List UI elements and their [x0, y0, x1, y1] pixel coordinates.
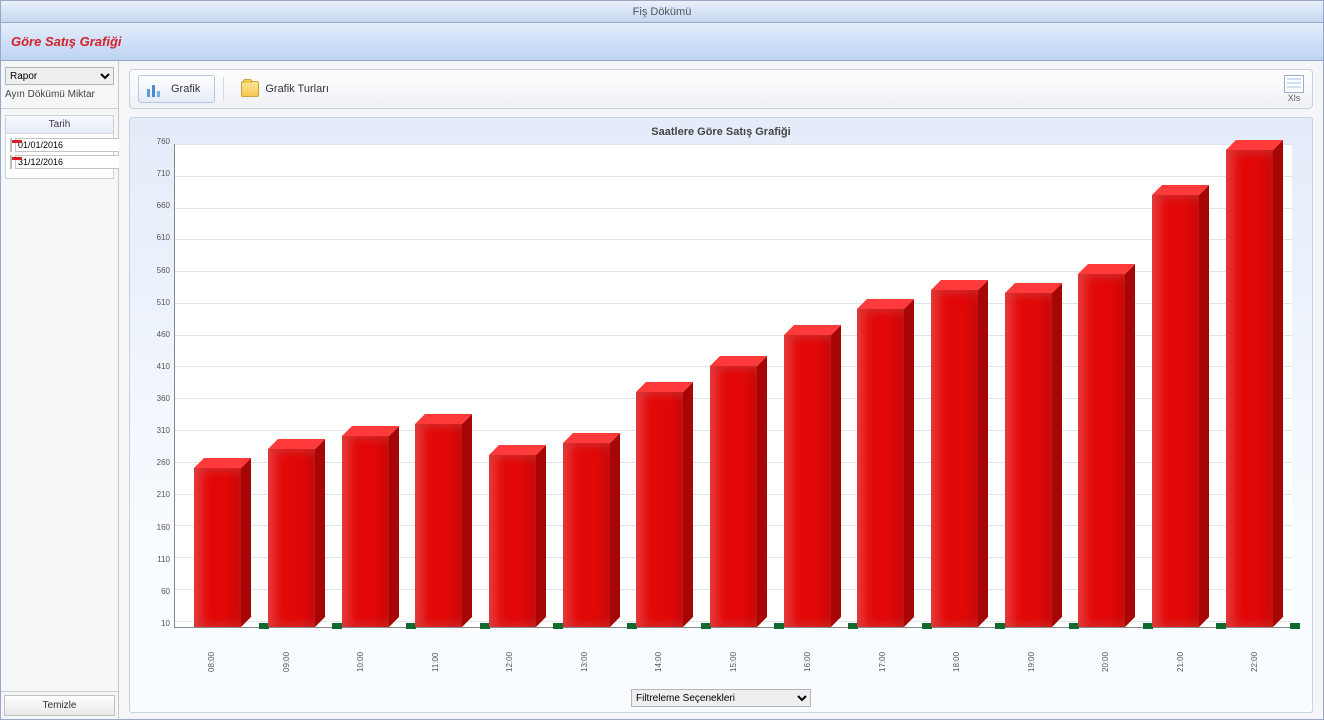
calendar-icon[interactable]: [10, 155, 12, 169]
dates-panel-body: den e: [6, 134, 113, 178]
body: Rapor Ayın Dökümü Miktar Tarih den e: [1, 61, 1323, 719]
page-header: Göre Satış Grafiği: [1, 23, 1323, 61]
bar-slot: [549, 144, 623, 627]
x-tick-label: 17:00: [845, 640, 920, 684]
bar[interactable]: [931, 290, 978, 627]
sidebar-subtitle: Ayın Dökümü Miktar: [5, 89, 114, 100]
bar[interactable]: [857, 309, 904, 627]
x-tick-label: 09:00: [249, 640, 324, 684]
bar[interactable]: [194, 468, 241, 627]
bars-container: [175, 144, 1292, 627]
bar-slot: [181, 144, 255, 627]
bar-slot: [1065, 144, 1139, 627]
plot-wrap: 7607106606105605104604103603102602101601…: [130, 138, 1312, 638]
bar[interactable]: [415, 424, 462, 627]
x-axis-labels: 08:0009:0010:0011:0012:0013:0014:0015:00…: [130, 638, 1312, 688]
bar[interactable]: [342, 436, 389, 627]
x-tick-label: 19:00: [994, 640, 1069, 684]
main: Grafik Grafik Turları Xls Saatlere Göre …: [119, 61, 1323, 719]
x-tick-label: 12:00: [472, 640, 547, 684]
export-excel-button[interactable]: Xls: [1284, 75, 1304, 103]
chart-footer: Filtreleme Seçenekleri: [130, 688, 1312, 712]
bar-slot: [402, 144, 476, 627]
toolbar: Grafik Grafik Turları Xls: [129, 69, 1313, 109]
bar[interactable]: [710, 366, 757, 627]
date-from-row: den: [10, 138, 109, 152]
window-titlebar: Fiş Dökümü: [1, 1, 1323, 23]
bar-slot: [844, 144, 918, 627]
x-tick-label: 14:00: [621, 640, 696, 684]
toolbar-separator: [223, 77, 224, 101]
x-tick-label: 13:00: [547, 640, 622, 684]
bar-slot: [328, 144, 402, 627]
x-tick-label: 18:00: [919, 640, 994, 684]
report-select[interactable]: Rapor: [5, 67, 114, 85]
bar[interactable]: [268, 449, 315, 627]
chart-title: Saatlere Göre Satış Grafiği: [130, 118, 1312, 138]
bar-slot: [991, 144, 1065, 627]
bar-slot: [697, 144, 771, 627]
y-axis: 7607106606105605104604103603102602101601…: [144, 144, 174, 628]
dates-panel: Tarih den e: [5, 115, 114, 179]
calendar-icon[interactable]: [10, 138, 12, 152]
bar[interactable]: [1226, 150, 1273, 627]
base-marker: [1290, 623, 1300, 629]
bar-slot: [476, 144, 550, 627]
x-tick-label: 15:00: [696, 640, 771, 684]
bar[interactable]: [1078, 274, 1125, 627]
filter-options-select[interactable]: Filtreleme Seçenekleri: [631, 689, 811, 707]
x-tick-label: 16:00: [770, 640, 845, 684]
plot: [174, 144, 1292, 628]
sidebar-spacer: [1, 185, 118, 691]
bar[interactable]: [489, 455, 536, 627]
bar-chart-icon: [147, 81, 165, 97]
x-tick-label: 08:00: [174, 640, 249, 684]
bar-slot: [918, 144, 992, 627]
bar[interactable]: [1152, 195, 1199, 627]
sidebar-bottom: Temizle: [1, 691, 118, 719]
bar[interactable]: [636, 392, 683, 627]
folder-icon: [241, 81, 259, 97]
bar[interactable]: [784, 335, 831, 627]
bar[interactable]: [1005, 293, 1052, 627]
page-title: Göre Satış Grafiği: [11, 34, 122, 49]
x-tick-label: 11:00: [398, 640, 473, 684]
dates-panel-title: Tarih: [6, 116, 113, 134]
sidebar-top: Rapor Ayın Dökümü Miktar: [1, 61, 118, 109]
app-window: Fiş Dökümü Göre Satış Grafiği Rapor Ayın…: [0, 0, 1324, 720]
tab-chart-tools-label: Grafik Turları: [265, 83, 329, 95]
sidebar: Rapor Ayın Dökümü Miktar Tarih den e: [1, 61, 119, 719]
tab-chart[interactable]: Grafik: [138, 75, 215, 103]
x-tick-label: 20:00: [1068, 640, 1143, 684]
excel-icon: [1284, 75, 1304, 93]
export-excel-label: Xls: [1288, 93, 1301, 103]
tab-chart-label: Grafik: [171, 83, 200, 95]
tab-chart-tools[interactable]: Grafik Turları: [232, 75, 344, 103]
clear-button-label: Temizle: [43, 700, 77, 711]
bar-slot: [623, 144, 697, 627]
bar-slot: [1212, 144, 1286, 627]
x-tick-label: 21:00: [1143, 640, 1218, 684]
window-title: Fiş Dökümü: [633, 6, 692, 18]
bar[interactable]: [563, 443, 610, 627]
x-tick-label: 22:00: [1217, 640, 1292, 684]
bar-slot: [1139, 144, 1213, 627]
clear-button[interactable]: Temizle: [4, 695, 115, 716]
bar-slot: [255, 144, 329, 627]
chart-area: Saatlere Göre Satış Grafiği 760710660610…: [129, 117, 1313, 713]
x-tick-label: 10:00: [323, 640, 398, 684]
date-to-row: e: [10, 155, 109, 169]
bar-slot: [770, 144, 844, 627]
